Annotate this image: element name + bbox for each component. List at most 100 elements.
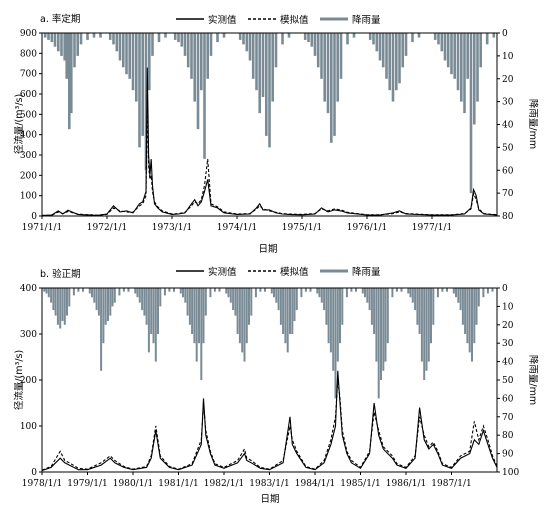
panel-a-rainfall-bar bbox=[251, 33, 255, 79]
panel-b-rainfall-bar bbox=[136, 288, 139, 298]
panel-b-rainfall-bar bbox=[168, 288, 171, 292]
panel-b-rainfall-bar bbox=[182, 288, 184, 298]
panel-a-rainfall-bar bbox=[320, 33, 323, 79]
panel-b-rainfall-bar bbox=[329, 288, 332, 353]
panel-b-xtick-label: 1987/1/1 bbox=[431, 479, 471, 489]
panel-a-rainfall-bar bbox=[385, 33, 388, 79]
panel-b-rainfall-bar bbox=[138, 288, 141, 303]
panel-a-rainfall-bar bbox=[469, 33, 473, 194]
panel-b-rainfall-bar bbox=[270, 288, 273, 294]
panel-a-rainfall-bar bbox=[401, 33, 404, 68]
panel-b-rainfall-bar bbox=[191, 288, 194, 334]
panel-b-rainfall-bar bbox=[173, 288, 175, 292]
panel-b-rainfall-bar bbox=[491, 288, 494, 292]
panel-b-rainfall-bar bbox=[66, 288, 68, 316]
panel-a-rainfall-bar bbox=[388, 33, 391, 91]
panel-b-rainfall-bar bbox=[295, 288, 298, 311]
panel-b-rainfall-bar bbox=[377, 288, 380, 399]
panel-b-rainfall-bar bbox=[339, 288, 341, 344]
panel-b-title: b. 验正期 bbox=[40, 268, 81, 280]
panel-b-rainfall-bar bbox=[127, 288, 130, 292]
panel-b-rainfall-bar bbox=[54, 288, 57, 316]
panel-b-rainfall-bar bbox=[400, 288, 403, 292]
panel-a-series-simulated bbox=[41, 102, 498, 217]
panel-b-rainfall-bar bbox=[56, 288, 59, 325]
panel-b-rainfall-bar bbox=[279, 288, 282, 325]
panel-a-rainfall-bar bbox=[112, 33, 115, 45]
panel-a-rainfall-bar bbox=[222, 33, 226, 38]
panel-b-rainfall-bar bbox=[334, 288, 337, 399]
panel-b-rainfall-bar bbox=[325, 288, 328, 325]
panel-b-rainfall-bar bbox=[320, 288, 323, 303]
panel-b-rainfall-bar bbox=[482, 288, 485, 298]
panel-a-rainfall-bar bbox=[206, 33, 209, 79]
panel-b-rainfall-bar bbox=[486, 288, 489, 294]
panel-a-rainfall-bar bbox=[404, 33, 408, 56]
panel-b-ytick-right-label: 50 bbox=[502, 376, 514, 386]
panel-a-rainfall-bar bbox=[131, 33, 135, 91]
panel-b-rainfall-bar bbox=[473, 288, 476, 344]
panel-a-rainfall-bar bbox=[245, 33, 249, 52]
panel-b-rainfall-bar bbox=[82, 288, 84, 292]
panel-a-rainfall-bar bbox=[476, 33, 479, 102]
panel-a-rainfall-bar bbox=[65, 33, 68, 79]
panel-a-ytick-right-label: 0 bbox=[502, 29, 508, 39]
panel-b-rainfall-bar bbox=[91, 288, 93, 298]
panel-a-ytick-right-label: 30 bbox=[502, 98, 514, 108]
panel-a-rainfall-bar bbox=[411, 33, 414, 43]
panel-b-ytick-right-label: 0 bbox=[502, 284, 508, 294]
panel-a-ytick-left-label: 700 bbox=[20, 70, 37, 80]
panel-b-rainfall-bar bbox=[241, 288, 244, 353]
panel-b-ytick-right-label: 100 bbox=[502, 468, 519, 478]
legend-observed-label: 实测值 bbox=[208, 266, 237, 278]
panel-b-rainfall-bar bbox=[88, 288, 91, 294]
panel-b-rainfall-bar bbox=[350, 288, 353, 292]
panel-b-rainfall-bar bbox=[184, 288, 187, 303]
panel-b-ytick-right-label: 70 bbox=[502, 413, 514, 423]
panel-b-rainfall-bar bbox=[391, 288, 394, 298]
panel-a-rainfall-bar bbox=[203, 33, 206, 159]
panel-a-rainfall-bar bbox=[398, 33, 401, 84]
panel-b-rainfall-bar bbox=[316, 288, 319, 294]
panel-a-rainfall-bar bbox=[310, 33, 314, 47]
panel-b-rainfall-bar bbox=[122, 288, 125, 292]
panel-a-rainfall-bar bbox=[417, 33, 421, 38]
panel-b-rainfall-bar bbox=[368, 288, 371, 311]
panel-a-rainfall-bar bbox=[330, 33, 333, 143]
panel-b-rainfall-bar bbox=[370, 288, 373, 325]
panel-a-xtick-label: 1975/1/1 bbox=[282, 223, 322, 233]
panel-b-rainfall-bar bbox=[425, 288, 428, 371]
panel-b-rainfall-bar bbox=[195, 288, 198, 362]
panel-a-legend: 实测值 模拟值 降雨量 bbox=[176, 14, 381, 26]
panel-a-xtick-label: 1971/1/1 bbox=[22, 223, 62, 233]
panel-a-rainfall-bar bbox=[180, 33, 184, 47]
panel-a-rainfall-bar bbox=[68, 33, 71, 130]
panel-a-xtick-label: 1976/1/1 bbox=[347, 223, 387, 233]
panel-b-xtick-label: 1986/1/1 bbox=[386, 479, 426, 489]
panel-b-rainfall-bar bbox=[264, 288, 266, 292]
panel-a-ytick-right-label: 20 bbox=[502, 75, 514, 85]
panel-a-rainfall-bar bbox=[43, 33, 47, 38]
panel-a-rainfall-bar bbox=[466, 33, 469, 79]
panel-a-calibration: a. 率定期 日期 径流量/(m³/s) 降雨量/mm 实测值 模拟值 降雨量 … bbox=[13, 13, 539, 255]
panel-a-ytick-left-label: 900 bbox=[20, 29, 37, 39]
panel-a-rainfall-bar bbox=[57, 33, 60, 52]
panel-b-rainfall-bar bbox=[416, 288, 419, 325]
panel-b-rainfall-bar bbox=[143, 288, 146, 316]
panel-b-rainfall-bar bbox=[273, 288, 275, 298]
panel-b-rainfall-bar bbox=[254, 288, 257, 298]
panel-b-xtick-label: 1979/1/1 bbox=[67, 479, 107, 489]
panel-a-rainfall-bar bbox=[177, 33, 180, 43]
panel-a-rainfall-bar bbox=[76, 33, 79, 56]
panel-b-rainfall-bar bbox=[441, 288, 444, 292]
panel-b-rainfall-bar bbox=[68, 288, 71, 307]
panel-a-rainfall-bar bbox=[144, 33, 148, 171]
panel-b-ytick-left-label: 100 bbox=[20, 422, 37, 432]
panel-a-rainfall-bar bbox=[73, 33, 76, 68]
panel-a-ytick-right-label: 50 bbox=[502, 143, 514, 153]
panel-a-rainfall-bar bbox=[148, 33, 151, 91]
panel-b-rainfall-bar bbox=[332, 288, 335, 371]
panel-b-rainfall-bar bbox=[245, 288, 248, 344]
panel-b-rainfall-bar bbox=[327, 288, 330, 344]
panel-a-xtick-label: 1977/1/1 bbox=[412, 223, 452, 233]
